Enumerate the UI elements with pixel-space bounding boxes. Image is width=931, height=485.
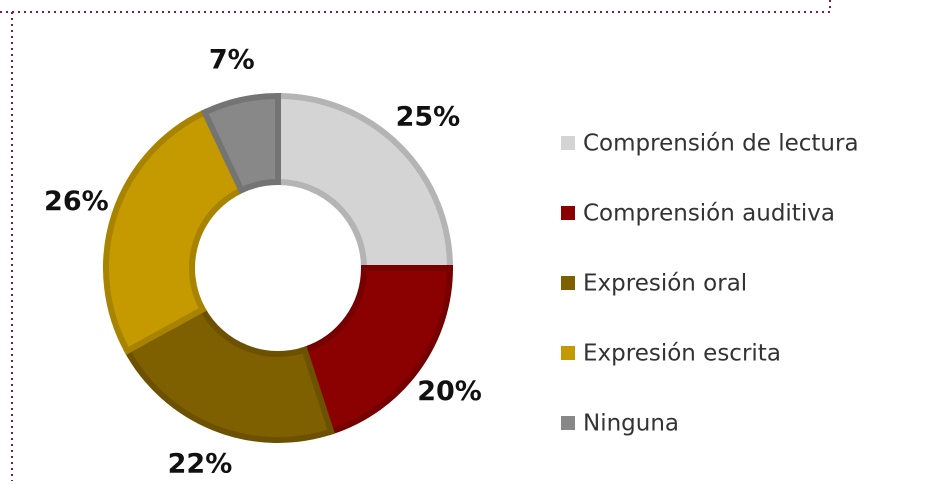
legend-label: Comprensión auditiva [583,201,835,227]
legend-swatch [561,206,575,220]
legend-label: Expresión oral [583,271,747,297]
value-label: 26% [44,186,109,217]
slice [123,305,335,443]
slice [275,92,454,271]
legend-swatch [561,416,575,430]
slice [200,92,281,195]
slice [300,265,454,436]
legend-swatch [561,276,575,290]
slice [103,108,246,355]
legend-label: Comprensión de lectura [583,131,859,157]
value-label: 7% [209,45,255,76]
legend-swatch [561,346,575,360]
value-label: 20% [417,376,482,407]
legend-swatch [561,136,575,150]
legend-label: Expresión escrita [583,341,781,367]
legend-label: Ninguna [583,411,679,437]
frame [0,0,831,481]
value-label: 25% [396,102,461,133]
value-label: 22% [168,449,233,480]
